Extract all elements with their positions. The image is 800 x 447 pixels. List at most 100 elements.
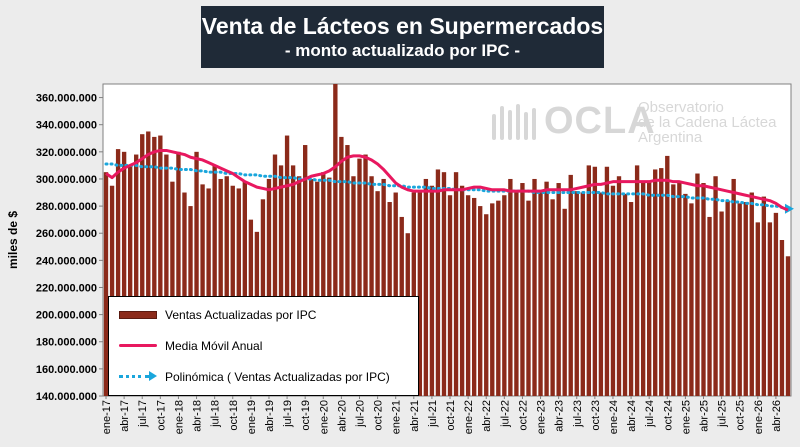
bar xyxy=(634,165,640,396)
logo-line-2: de la Cadena Láctea xyxy=(638,114,777,131)
bar xyxy=(417,192,423,396)
legend-label-line: Media Móvil Anual xyxy=(165,339,263,353)
bar xyxy=(296,176,302,396)
legend-label-bars: Ventas Actualizadas por IPC xyxy=(165,308,317,322)
bar xyxy=(242,181,247,396)
chart-subtitle: - monto actualizado por IPC - xyxy=(284,41,521,60)
bar xyxy=(689,203,694,396)
bar xyxy=(671,184,676,396)
bar xyxy=(266,178,272,396)
x-tick-label: abr-24 xyxy=(626,400,638,432)
bar xyxy=(333,84,338,396)
x-tick-label: abr-22 xyxy=(481,400,493,432)
bar xyxy=(677,181,682,396)
bar xyxy=(665,155,670,396)
x-tick-label: jul-18 xyxy=(210,400,222,428)
x-tick-label: abr-18 xyxy=(192,400,204,432)
moving-average-series xyxy=(105,148,789,212)
bar xyxy=(224,176,229,396)
y-tick-label: 300.000.000 xyxy=(36,174,97,186)
bar xyxy=(453,172,459,396)
y-tick-label: 160.000.000 xyxy=(36,364,97,376)
bar xyxy=(218,178,223,396)
bar xyxy=(622,193,628,396)
logo-line-3: Argentina xyxy=(638,129,703,146)
x-tick-label: jul-17 xyxy=(137,400,149,428)
legend-trend-swatch xyxy=(119,370,157,384)
x-tick-label: abr-25 xyxy=(698,400,710,432)
ocla-logo: OCLA Observatorio de la Cadena Láctea Ar… xyxy=(488,98,778,150)
bar xyxy=(484,214,489,396)
bar xyxy=(574,191,579,396)
bar xyxy=(695,173,700,396)
y-tick-label: 320.000.000 xyxy=(36,147,97,159)
y-tick-label: 360.000.000 xyxy=(36,93,97,105)
bar xyxy=(731,178,736,396)
ocla-logo-icon xyxy=(492,104,536,140)
x-tick-label: abr-19 xyxy=(264,400,276,432)
bar xyxy=(785,256,791,396)
bar xyxy=(345,145,350,396)
bar xyxy=(109,185,115,396)
x-tick-label: oct-23 xyxy=(590,400,602,431)
y-tick-label: 260.000.000 xyxy=(36,228,97,240)
chart-title: Venta de Lácteos en Supermercados xyxy=(201,13,604,39)
bar xyxy=(164,154,169,396)
bar xyxy=(502,195,507,396)
legend-item-trend: Polinómica ( Ventas Actualizadas por IPC… xyxy=(119,367,390,387)
x-tick-label: jul-20 xyxy=(354,400,366,428)
bar xyxy=(351,176,356,396)
bar xyxy=(315,181,320,396)
bar xyxy=(761,196,767,396)
bar xyxy=(176,151,181,396)
bar xyxy=(586,165,591,396)
bar xyxy=(152,136,157,396)
bar xyxy=(592,166,598,396)
bar xyxy=(773,212,779,396)
legend: Ventas Actualizadas por IPC Media Móvil … xyxy=(108,296,419,396)
bar xyxy=(767,222,773,396)
x-tick-label: ene-18 xyxy=(173,400,185,434)
y-tick-label: 280.000.000 xyxy=(36,201,97,213)
bar xyxy=(532,178,537,396)
bar xyxy=(321,172,326,396)
title-box: Venta de Lácteos en Supermercados - mont… xyxy=(201,6,604,68)
bar xyxy=(230,185,235,396)
legend-label-trend: Polinómica ( Ventas Actualizadas por IPC… xyxy=(165,370,390,384)
bar xyxy=(562,208,567,396)
bar xyxy=(121,151,127,396)
x-tick-label: jul-19 xyxy=(282,400,294,428)
bar xyxy=(659,168,664,396)
bar xyxy=(206,188,211,396)
bar xyxy=(435,169,441,396)
logo-name: OCLA xyxy=(544,100,656,142)
bar xyxy=(115,149,121,396)
legend-bar-swatch xyxy=(119,308,157,322)
x-tick-label: abr-20 xyxy=(336,400,348,432)
bar xyxy=(616,176,622,396)
bar xyxy=(158,135,163,397)
bar xyxy=(496,200,501,396)
bar xyxy=(538,192,543,396)
bar xyxy=(339,136,344,396)
bar xyxy=(381,178,386,396)
y-tick-label: 140.000.000 xyxy=(36,391,97,403)
bar xyxy=(544,181,549,396)
y-tick-label: 340.000.000 xyxy=(36,120,97,132)
x-tick-label: ene-17 xyxy=(101,400,113,434)
bar xyxy=(779,240,785,396)
x-tick-label: jul-24 xyxy=(644,400,656,428)
bar xyxy=(327,177,332,396)
bar xyxy=(520,183,525,396)
moving-average-line xyxy=(105,148,789,212)
bar xyxy=(182,192,187,396)
bar xyxy=(610,185,616,396)
bar xyxy=(447,195,453,396)
bar xyxy=(478,206,483,396)
bar xyxy=(749,192,754,396)
bar xyxy=(713,176,718,396)
bar xyxy=(556,183,561,396)
bar xyxy=(743,202,748,396)
bar-series xyxy=(103,84,791,397)
